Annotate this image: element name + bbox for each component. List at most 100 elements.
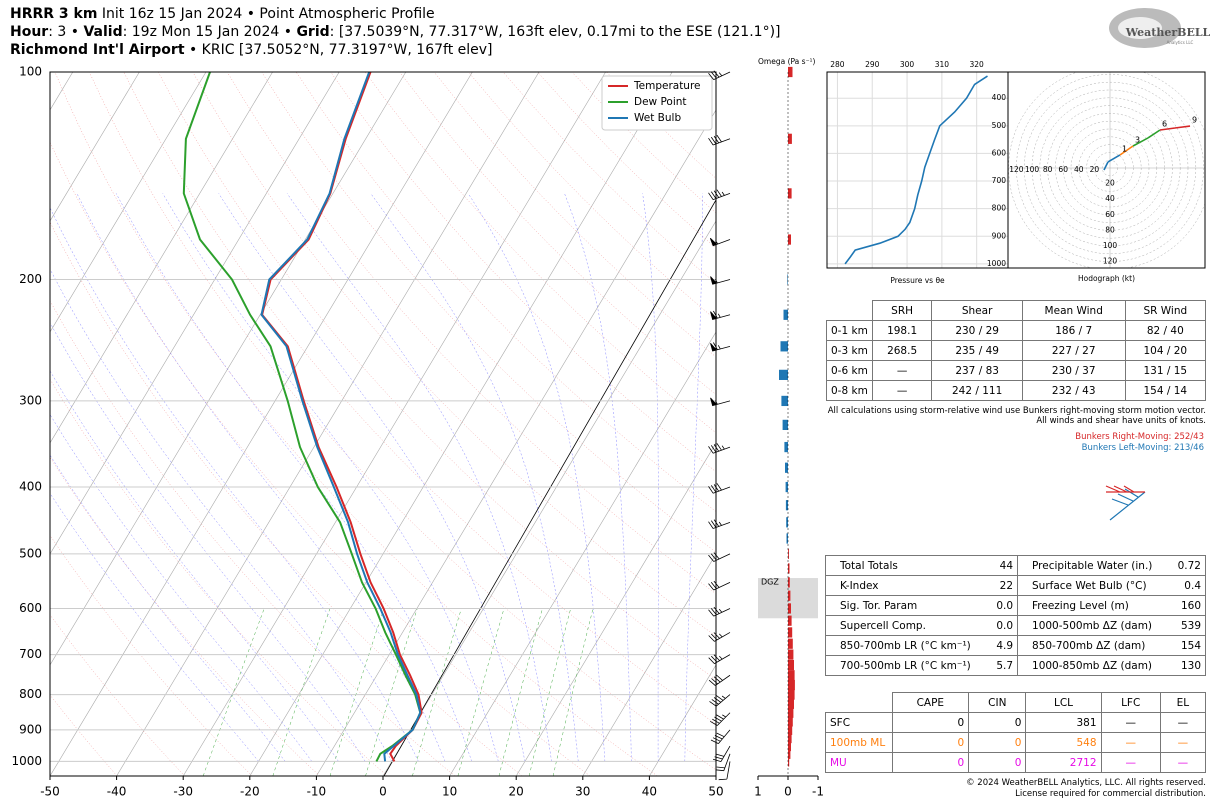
y-tick-label: 400 xyxy=(992,93,1007,102)
mixing-ratio xyxy=(457,608,505,776)
text: : [37.5039°N, 77.317°W, 163ft elev, 0.17… xyxy=(329,24,781,40)
isotherm xyxy=(50,72,207,333)
x-tick-label: -30 xyxy=(173,785,193,799)
wind-barb xyxy=(710,729,731,744)
isotherm xyxy=(116,72,540,776)
height-label: 9 xyxy=(1192,116,1197,125)
r-tick-label: 120 xyxy=(1103,257,1118,266)
copyright: License required for commercial distribu… xyxy=(1015,789,1206,799)
header-cell: Mean Wind xyxy=(1021,300,1126,321)
legend-label: Wet Bulb xyxy=(634,112,681,124)
omega-bar xyxy=(781,395,788,407)
y-tick-label: 500 xyxy=(992,121,1007,130)
omega-bar xyxy=(788,548,789,559)
row: 100mb ML 0 0 548— — xyxy=(825,732,1207,753)
omega-bar xyxy=(788,234,791,245)
header-cell: LCL xyxy=(1025,692,1102,713)
cape-table: CAPE CIN LCL LFC EL SFC 0 0 381— —100mb ML 0 0 548— —… xyxy=(825,692,1207,773)
cell: 0 xyxy=(891,732,970,753)
y-tick-label: 700 xyxy=(992,176,1007,185)
wind-barb xyxy=(708,632,731,642)
dgz-label: DGZ xyxy=(761,578,779,587)
cell: 0.4 xyxy=(1170,575,1207,596)
x-tick-label: -20 xyxy=(240,785,260,799)
omega-bar xyxy=(788,679,795,691)
cell xyxy=(826,300,873,321)
cell: 130 xyxy=(1170,655,1207,676)
moist-adiabat xyxy=(218,193,526,762)
moist-adiabat xyxy=(162,193,499,762)
isotherm xyxy=(50,72,473,776)
dry-adiabat xyxy=(50,456,320,776)
r-tick-label: 80 xyxy=(1043,165,1053,174)
wind-barb xyxy=(708,443,731,454)
wind-barb xyxy=(708,70,731,80)
header-cell: CIN xyxy=(968,692,1027,713)
wind-barb xyxy=(708,654,731,664)
station: Richmond Int'l Airport xyxy=(10,42,185,58)
mixing-ratio xyxy=(272,608,331,776)
header-cell: CAPE xyxy=(891,692,970,713)
label: Grid xyxy=(296,24,330,40)
height-label: 6 xyxy=(1162,120,1167,129)
y-tick-label: 1000 xyxy=(987,259,1006,268)
cell: 548 xyxy=(1025,732,1102,753)
y-tick-label: 900 xyxy=(19,722,42,736)
cell xyxy=(825,692,892,713)
hodo-segment xyxy=(1147,129,1161,139)
omega-bar xyxy=(788,649,794,660)
omega-bar xyxy=(784,441,788,453)
glyph xyxy=(1109,488,1146,521)
r-tick-label: 20 xyxy=(1090,165,1100,174)
cell: 0.0 xyxy=(989,595,1019,616)
wind-barb xyxy=(708,189,731,200)
header-cell: SR Wind xyxy=(1124,300,1207,321)
isotherm xyxy=(382,220,716,776)
wind-barb xyxy=(708,606,731,617)
cell: 100mb ML xyxy=(825,732,893,753)
cell: SFC xyxy=(825,712,893,733)
hodograph-plot: 13 6 9 xyxy=(1008,72,1205,268)
omega-bar xyxy=(788,627,793,638)
r-tick-label: 100 xyxy=(1025,165,1040,174)
wind-barb xyxy=(715,753,731,772)
y-tick-label: 600 xyxy=(992,148,1007,157)
cell: 242 / 111 xyxy=(931,380,1023,401)
row: MU 0 0 2712— — xyxy=(825,752,1207,773)
x-tick-label: 280 xyxy=(830,60,845,69)
moist-adiabat xyxy=(50,454,286,762)
thetae-line xyxy=(844,75,988,265)
cell: 154 / 14 xyxy=(1124,380,1207,401)
moist-adiabat xyxy=(564,193,632,762)
storm-motion-glyph xyxy=(1105,485,1146,521)
isotherm xyxy=(449,331,716,776)
x-tick-label: 0 xyxy=(784,785,792,799)
row: Total Totals 44 Precipitable Water (in.) 0.… xyxy=(824,555,1207,576)
wind-barb xyxy=(710,397,731,407)
omega-bar xyxy=(788,659,794,671)
moist-adiabat xyxy=(370,193,579,762)
r-tick-label: 120 xyxy=(1009,165,1024,174)
omega-bar xyxy=(785,481,788,493)
cell: 1000-850mb ΔZ (dam) xyxy=(1017,655,1171,676)
row: 0-3 km 268.5 235 / 49 227 / 27 104 / 20 xyxy=(826,340,1207,361)
cell: Supercell Comp. xyxy=(824,615,990,636)
text: • KRIC [37.5052°N, 77.3197°W, 167ft elev… xyxy=(184,42,493,58)
omega-bar xyxy=(788,707,794,718)
cell: — xyxy=(871,380,933,401)
wind-barb xyxy=(708,519,731,529)
omega-bar xyxy=(788,689,795,700)
dry-adiabat xyxy=(158,72,716,680)
mixing-ratio xyxy=(552,608,594,776)
logo-name: WeatherBELL xyxy=(1125,26,1211,39)
mixing-ratio xyxy=(528,608,571,776)
dry-adiabat xyxy=(54,72,658,776)
dry-adiabat xyxy=(50,694,118,776)
height-label: 3 xyxy=(1135,136,1140,145)
text: : 19z Mon 15 Jan 2024 • xyxy=(122,24,297,40)
cell: 0 xyxy=(968,732,1027,753)
cell: 154 xyxy=(1170,635,1207,656)
dry-adiabat xyxy=(192,72,716,637)
dry-adiabat xyxy=(50,614,185,776)
